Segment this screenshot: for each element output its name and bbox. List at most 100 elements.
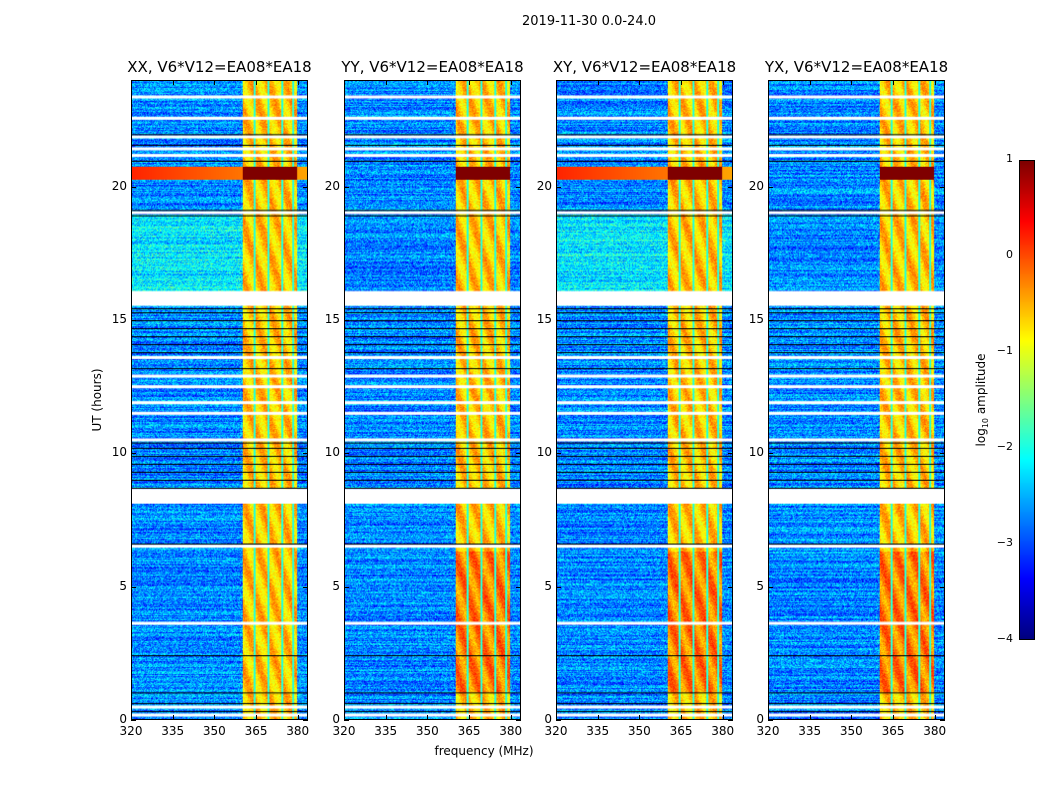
- y-tick-mark: [768, 453, 773, 455]
- heatmap-panel-3: [768, 80, 945, 720]
- x-tick-label: 365: [669, 724, 693, 738]
- y-tick-mark: [728, 586, 733, 588]
- x-tick-label: 320: [544, 724, 568, 738]
- x-tick-mark: [131, 715, 132, 720]
- y-tick-mark: [131, 586, 136, 588]
- panel-title: YY, V6*V12=EA08*EA18: [341, 58, 524, 76]
- y-tick-mark: [344, 186, 349, 188]
- x-tick-mark: [809, 715, 811, 720]
- colorbar-label: log10 amplitude: [974, 354, 990, 447]
- x-tick-mark: [556, 715, 557, 720]
- colorbar-tick-label: −2: [996, 440, 1013, 453]
- y-tick-mark: [728, 320, 733, 321]
- x-tick-mark: [851, 715, 853, 720]
- heatmap-panel-1: [344, 80, 521, 720]
- x-tick-mark: [256, 715, 258, 720]
- y-tick-mark: [516, 453, 521, 455]
- y-tick-label: 15: [324, 312, 340, 326]
- x-tick-mark: [768, 715, 769, 720]
- x-tick-mark: [639, 80, 641, 85]
- y-tick-label: 0: [119, 712, 127, 726]
- y-tick-label: 20: [748, 178, 764, 193]
- y-tick-mark: [940, 320, 945, 321]
- x-tick-mark: [809, 80, 811, 85]
- heatmap-panel-2: [556, 80, 733, 720]
- y-tick-mark: [303, 320, 308, 321]
- x-tick-label: 380: [923, 724, 947, 738]
- y-tick-label: 10: [748, 445, 764, 460]
- y-tick-mark: [344, 720, 349, 721]
- y-tick-mark: [131, 720, 136, 721]
- y-tick-mark: [768, 186, 773, 188]
- y-tick-label: 0: [756, 712, 764, 726]
- y-tick-label: 5: [119, 578, 127, 593]
- y-tick-mark: [344, 586, 349, 588]
- y-tick-label: 5: [332, 578, 340, 593]
- y-tick-mark: [940, 586, 945, 588]
- y-tick-mark: [556, 586, 561, 588]
- y-tick-label: 5: [756, 578, 764, 593]
- y-tick-mark: [768, 720, 773, 721]
- x-tick-mark: [556, 80, 557, 85]
- x-tick-label: 365: [457, 724, 481, 738]
- y-tick-mark: [556, 320, 561, 321]
- x-tick-label: 335: [161, 724, 185, 738]
- y-tick-mark: [728, 453, 733, 455]
- colorbar-tick-label: −4: [996, 632, 1013, 645]
- x-tick-mark: [427, 80, 429, 85]
- heatmap-panel-0: [131, 80, 308, 720]
- x-tick-mark: [172, 80, 174, 85]
- x-tick-mark: [297, 715, 299, 720]
- y-tick-mark: [516, 186, 521, 188]
- x-tick-label: 365: [244, 724, 268, 738]
- y-tick-mark: [131, 453, 136, 455]
- x-tick-mark: [597, 715, 599, 720]
- y-tick-mark: [556, 720, 561, 721]
- y-tick-mark: [344, 453, 349, 455]
- x-tick-label: 380: [711, 724, 735, 738]
- y-tick-label: 15: [536, 312, 552, 326]
- x-tick-mark: [214, 715, 216, 720]
- y-tick-mark: [344, 320, 349, 321]
- x-tick-label: 335: [374, 724, 398, 738]
- colorbar-tick-label: −3: [996, 536, 1013, 549]
- colorbar-tick-label: 1: [1006, 152, 1013, 165]
- x-tick-label: 350: [202, 724, 226, 738]
- x-tick-mark: [131, 80, 132, 85]
- x-tick-mark: [934, 715, 936, 720]
- x-tick-label: 320: [756, 724, 780, 738]
- x-axis-label: frequency (MHz): [434, 744, 534, 758]
- x-tick-mark: [639, 715, 641, 720]
- heatmap-cells: [345, 81, 520, 719]
- y-tick-label: 0: [332, 712, 340, 726]
- y-tick-mark: [516, 586, 521, 588]
- y-tick-label: 5: [544, 578, 552, 593]
- x-tick-mark: [681, 80, 683, 85]
- colorbar-label-rest: amplitude: [973, 353, 988, 418]
- heatmap-cells: [132, 81, 307, 719]
- x-tick-mark: [385, 715, 387, 720]
- colorbar-label-sub: 10: [981, 417, 991, 429]
- x-tick-mark: [469, 80, 471, 85]
- y-tick-mark: [303, 586, 308, 588]
- x-tick-mark: [385, 80, 387, 85]
- x-tick-label: 350: [415, 724, 439, 738]
- y-tick-mark: [556, 186, 561, 188]
- y-tick-mark: [556, 453, 561, 455]
- x-tick-mark: [722, 80, 724, 85]
- y-tick-label: 20: [111, 178, 127, 193]
- x-tick-label: 335: [586, 724, 610, 738]
- x-tick-mark: [934, 80, 936, 85]
- x-tick-mark: [297, 80, 299, 85]
- colorbar: [1019, 160, 1035, 640]
- y-tick-mark: [768, 586, 773, 588]
- y-tick-mark: [303, 186, 308, 188]
- y-tick-mark: [728, 186, 733, 188]
- y-tick-label: 15: [748, 312, 764, 326]
- x-tick-mark: [768, 80, 769, 85]
- x-tick-label: 335: [798, 724, 822, 738]
- y-tick-mark: [940, 186, 945, 188]
- x-tick-mark: [597, 80, 599, 85]
- x-tick-label: 320: [119, 724, 143, 738]
